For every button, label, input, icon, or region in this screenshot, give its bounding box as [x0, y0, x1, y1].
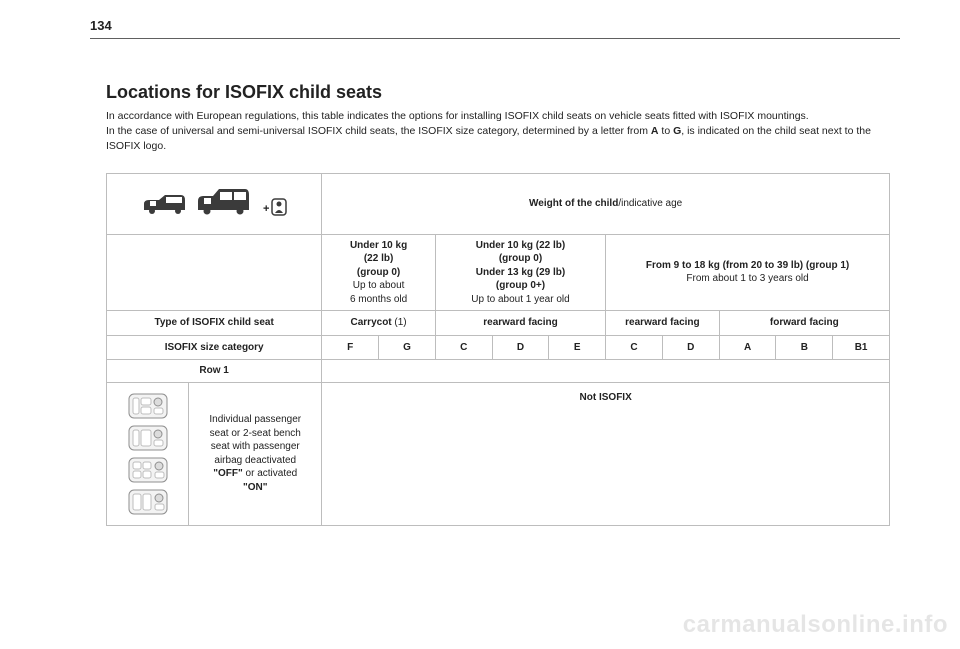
txt: F	[347, 342, 353, 353]
watermark: carmanualsonline.info	[683, 611, 948, 639]
txt: From about 1 to 3 years old	[686, 273, 808, 284]
txt: Carrycot	[351, 317, 392, 328]
size-B1: B1	[833, 335, 890, 360]
txt: A	[744, 342, 751, 353]
intro-line-2a: In the case of universal and semi-univer…	[106, 125, 651, 137]
van-large-icon	[195, 186, 253, 216]
txt: rearward facing	[483, 317, 557, 328]
txt: G	[403, 342, 411, 353]
weight-group-a: Under 10 kg (22 lb) (group 0) Up to abou…	[322, 234, 436, 311]
intro-line-1: In accordance with European regulations,…	[106, 110, 809, 122]
row1-label-cell: Row 1	[107, 360, 322, 383]
txt: B1	[855, 342, 868, 353]
type-label: Type of ISOFIX child seat	[155, 317, 274, 328]
txt: E	[574, 342, 581, 353]
txt: airbag deactivated	[214, 455, 296, 466]
size-B: B	[776, 335, 833, 360]
seat-layout-icon	[128, 425, 168, 451]
txt: seat or 2-seat bench	[210, 428, 301, 439]
txt: forward facing	[770, 317, 839, 328]
seat-layout-icon	[128, 489, 168, 515]
weight-group-b: Under 10 kg (22 lb) (group 0) Under 13 k…	[435, 234, 605, 311]
type-rear1-cell: rearward facing	[435, 311, 605, 336]
type-label-cell: Type of ISOFIX child seat	[107, 311, 322, 336]
size-D2: D	[662, 335, 719, 360]
weight-header-cell: Weight of the child/indicative age	[322, 173, 890, 234]
txt: Under 10 kg (22 lb)	[476, 240, 565, 251]
table-row: + Weight of the child/indicative age	[107, 173, 890, 234]
txt: C	[630, 342, 637, 353]
txt: (1)	[392, 317, 407, 328]
isofix-table: + Weight of the child/indicative age	[106, 173, 890, 526]
txt: D	[517, 342, 524, 353]
size-C2: C	[606, 335, 663, 360]
seat-diagrams-cell	[107, 382, 189, 525]
type-fwd-cell: forward facing	[719, 311, 889, 336]
van-small-icon	[141, 192, 189, 216]
vehicle-icon-cell: +	[107, 173, 322, 234]
txt: (group 0+)	[496, 280, 545, 291]
txt: "ON"	[243, 482, 267, 493]
not-isofix-text: Not ISOFIX	[580, 392, 632, 403]
txt: From 9 to 18 kg (from 20 to 39 lb) (grou…	[646, 260, 849, 271]
txt: Individual passenger	[209, 414, 301, 425]
table-row: Type of ISOFIX child seat Carrycot (1) r…	[107, 311, 890, 336]
txt: B	[801, 342, 808, 353]
txt: Up to about	[353, 280, 405, 291]
table-row: Row 1	[107, 360, 890, 383]
txt: (group 0)	[499, 253, 542, 264]
txt: Under 10 kg	[350, 240, 407, 251]
size-label: ISOFIX size category	[165, 342, 264, 353]
txt: Under 13 kg (29 lb)	[476, 267, 565, 278]
not-isofix-cell: Not ISOFIX	[322, 382, 890, 525]
top-rule	[90, 38, 900, 39]
type-rear2-cell: rearward facing	[606, 311, 720, 336]
table-row: ISOFIX size category F G C D E C D A B B…	[107, 335, 890, 360]
size-F: F	[322, 335, 379, 360]
txt: Up to about 1 year old	[471, 294, 569, 305]
empty-cell	[107, 234, 322, 311]
txt: (22 lb)	[364, 253, 393, 264]
txt: C	[460, 342, 467, 353]
vehicle-icons: +	[141, 186, 287, 216]
size-label-cell: ISOFIX size category	[107, 335, 322, 360]
weight-header-bold: Weight of the child	[529, 198, 618, 209]
table-row: Under 10 kg (22 lb) (group 0) Up to abou…	[107, 234, 890, 311]
seat-layout-icon	[128, 393, 168, 419]
size-E: E	[549, 335, 606, 360]
weight-group-c: From 9 to 18 kg (from 20 to 39 lb) (grou…	[606, 234, 890, 311]
size-G: G	[379, 335, 436, 360]
size-C: C	[435, 335, 492, 360]
row1-desc-cell: Individual passenger seat or 2-seat benc…	[189, 382, 322, 525]
isofix-plus-icon: +	[263, 198, 287, 216]
intro-text: In accordance with European regulations,…	[106, 109, 890, 155]
row1-empty	[322, 360, 890, 383]
content-area: Locations for ISOFIX child seats In acco…	[106, 82, 890, 526]
seat-layout-icon	[128, 457, 168, 483]
row1-label: Row 1	[199, 365, 228, 376]
seat-diagrams	[110, 387, 185, 521]
size-A: A	[719, 335, 776, 360]
table-row: Individual passenger seat or 2-seat benc…	[107, 382, 890, 525]
weight-header-rest: /indicative age	[618, 198, 682, 209]
txt: or activated	[243, 468, 297, 479]
txt: "OFF"	[213, 468, 242, 479]
txt: seat with passenger	[211, 441, 300, 452]
txt: rearward facing	[625, 317, 699, 328]
txt: 6 months old	[350, 294, 407, 305]
size-D: D	[492, 335, 549, 360]
txt: D	[687, 342, 694, 353]
page-title: Locations for ISOFIX child seats	[106, 82, 890, 103]
txt: (group 0)	[357, 267, 400, 278]
type-carrycot-cell: Carrycot (1)	[322, 311, 436, 336]
isofix-badge-icon	[271, 198, 287, 216]
page-number: 134	[90, 18, 112, 33]
intro-to: to	[658, 125, 673, 137]
